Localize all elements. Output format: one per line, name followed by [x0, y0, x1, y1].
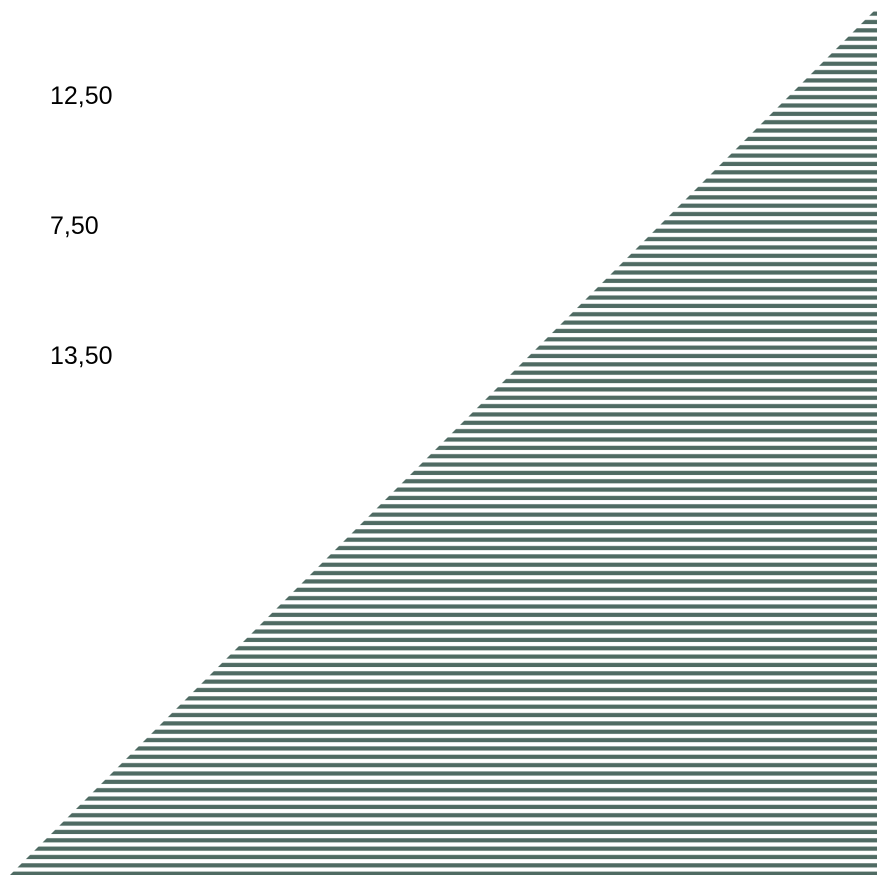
value-list: 12,50 7,50 13,50: [50, 78, 113, 468]
value-item-3: 13,50: [50, 342, 113, 370]
value-item-2: 7,50: [50, 212, 99, 240]
value-item-1: 12,50: [50, 82, 113, 110]
